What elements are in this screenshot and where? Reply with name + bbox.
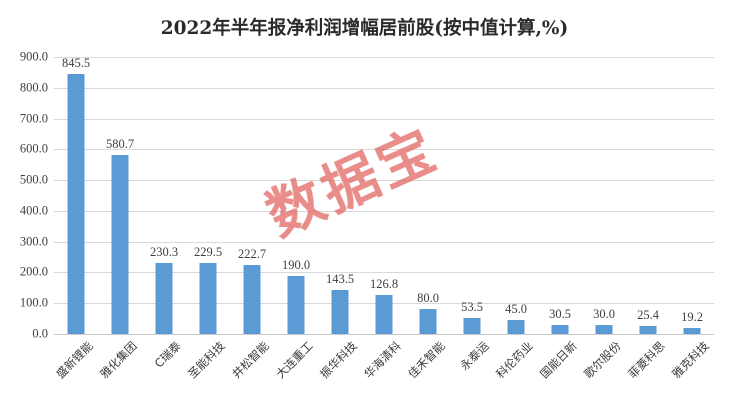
x-axis-category-label: C瑞泰 xyxy=(151,338,184,371)
bar-value-label: 126.8 xyxy=(369,276,399,291)
bar-slot: 80.0 xyxy=(406,57,450,334)
bar-slot: 845.5 xyxy=(54,55,98,334)
x-axis-category-label: 大连重工 xyxy=(273,338,316,382)
bar[interactable] xyxy=(595,324,613,334)
gridline xyxy=(54,334,714,335)
y-axis-tick-label: 400.0 xyxy=(19,203,48,218)
bar[interactable] xyxy=(683,328,701,334)
bar-value-label: 53.5 xyxy=(461,299,483,314)
bar-value-label: 845.5 xyxy=(61,55,91,70)
bar[interactable] xyxy=(463,317,481,334)
gridline xyxy=(54,57,714,58)
bar-slot: 30.5 xyxy=(538,57,582,334)
plot-area: 900.0 800.0 700.0 600.0 500.0 400.0 300.0 200.0… xyxy=(20,50,714,341)
x-axis-category-label: 雅克科技 xyxy=(669,338,712,382)
bar-slot: 53.5 xyxy=(450,57,494,334)
gridline xyxy=(54,149,714,151)
bar-slot: 30.0 xyxy=(582,57,626,334)
bar-slot: 190.0 xyxy=(274,57,318,334)
x-axis-category-label: 佳禾智能 xyxy=(405,338,448,382)
bar[interactable] xyxy=(551,324,569,334)
bar-slot: 25.4 xyxy=(626,57,670,334)
gridline xyxy=(54,87,714,89)
bar-value-label: 580.7 xyxy=(105,137,135,152)
bar[interactable] xyxy=(639,326,657,334)
bar-slot: 229.5 xyxy=(186,57,230,334)
bar-slot: 126.8 xyxy=(362,57,406,334)
bar-value-label: 19.2 xyxy=(681,310,703,325)
x-axis-category-label: 盛新锂能 xyxy=(53,338,96,382)
x-axis-category-label: 永泰运 xyxy=(457,338,492,374)
bar[interactable] xyxy=(507,320,525,334)
bar-value-label: 222.7 xyxy=(237,247,267,262)
bar-slot: 19.2 xyxy=(670,57,714,334)
x-axis-category-label: 科伦药业 xyxy=(493,338,536,382)
bar-value-label: 80.0 xyxy=(417,291,439,306)
bar-slot: 230.3 xyxy=(142,57,186,334)
bar[interactable] xyxy=(375,294,393,334)
gridline xyxy=(54,180,714,182)
bar[interactable] xyxy=(67,73,85,334)
bar-value-label: 30.0 xyxy=(593,306,615,321)
gridline xyxy=(54,241,714,243)
y-axis-tick-label: 100.0 xyxy=(19,295,48,310)
x-axis-category-label: 雅化集团 xyxy=(97,338,140,382)
y-axis-tick-label: 500.0 xyxy=(19,172,48,187)
bars-layer: 845.5 580.7 230.3 229.5 222.7 190.0 143.5 126.8… xyxy=(54,55,714,334)
y-axis-tick-label: 0.0 xyxy=(32,326,48,341)
bar[interactable] xyxy=(111,155,129,334)
bar[interactable] xyxy=(199,263,217,334)
x-axis-category-label: 振华科技 xyxy=(317,338,360,382)
bar-slot: 580.7 xyxy=(98,57,142,334)
bar[interactable] xyxy=(243,265,261,334)
bar-slot: 143.5 xyxy=(318,57,362,334)
bar-slot: 45.0 xyxy=(494,57,538,334)
bar-value-label: 230.3 xyxy=(149,245,179,260)
y-axis-tick-label: 700.0 xyxy=(19,111,48,126)
x-axis-category-label: 华海清科 xyxy=(361,338,404,382)
y-axis-tick-label: 600.0 xyxy=(19,141,48,156)
x-axis-category-label: 菲菱科思 xyxy=(625,338,668,382)
y-axis-tick-label: 200.0 xyxy=(19,264,48,279)
bar-value-label: 45.0 xyxy=(505,302,527,317)
bar[interactable] xyxy=(287,275,305,334)
gridline xyxy=(54,210,714,212)
bar-value-label: 143.5 xyxy=(325,271,355,286)
y-axis-tick-label: 300.0 xyxy=(19,234,48,249)
bar-value-label: 229.5 xyxy=(193,245,223,260)
bar[interactable] xyxy=(419,309,437,334)
bar-value-label: 25.4 xyxy=(637,308,659,323)
x-axis-labels: 盛新锂能 雅化集团 C瑞泰 圣能科技 井松智能 大连重工 振华科技 华海清科 佳禾智能 永泰运 科伦… xyxy=(53,336,714,411)
x-axis-category-label: 圣能科技 xyxy=(185,338,228,382)
chart-title: 2022年半年报净利润增幅居前股(按中值计算,%) xyxy=(160,18,569,39)
bar-value-label: 190.0 xyxy=(281,257,311,272)
y-axis-tick-label: 800.0 xyxy=(19,80,48,95)
y-axis-tick-label: 900.0 xyxy=(19,49,48,64)
gridline xyxy=(54,118,714,120)
x-axis-category-label: 歌尔股份 xyxy=(581,338,624,382)
bar-value-label: 30.5 xyxy=(549,306,571,321)
bar[interactable] xyxy=(331,289,349,334)
gridline xyxy=(54,272,714,274)
bar-slot: 222.7 xyxy=(230,57,274,334)
bar[interactable] xyxy=(155,263,173,334)
x-axis-category-label: 井松智能 xyxy=(229,338,272,382)
x-axis-category-label: 国能日新 xyxy=(537,338,580,382)
